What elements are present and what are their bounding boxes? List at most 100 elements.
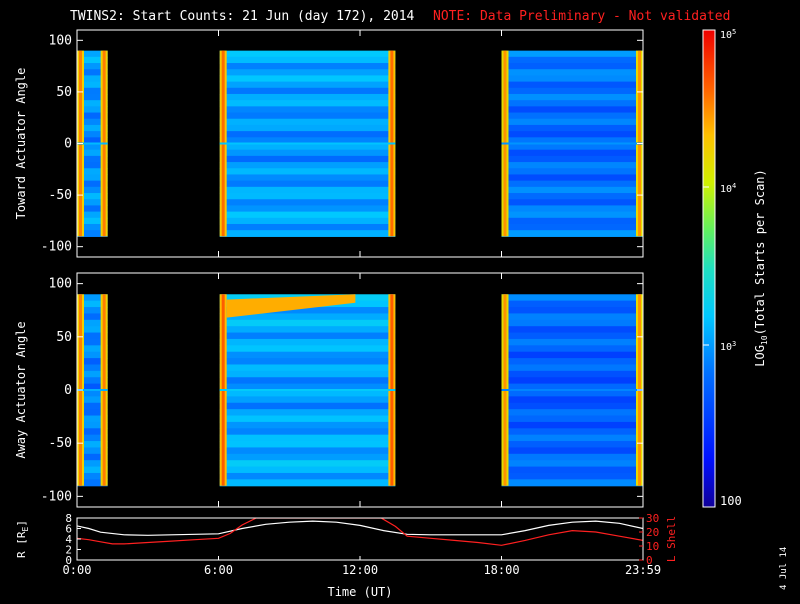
heatmap-cell <box>501 124 643 132</box>
heatmap-cell <box>501 69 643 76</box>
colorbar: 100 103 104 105 LOG10(Total Starts per S… <box>702 28 769 508</box>
y-tick-label: -50 <box>49 436 72 451</box>
heatmap-cell <box>501 460 643 468</box>
heatmap-cell <box>219 205 396 213</box>
heatmap-cell <box>219 124 396 132</box>
heatmap-cell <box>219 358 396 366</box>
heatmap-cell <box>219 199 396 207</box>
colorbar-tick-label: 104 <box>720 182 736 195</box>
heatmap-cell <box>77 307 108 315</box>
heatmap-cell <box>77 472 108 480</box>
heatmap-cell <box>219 106 396 114</box>
heatmap-cell <box>77 168 108 176</box>
heatmap-cell <box>501 193 643 200</box>
heatmap-cell <box>77 326 108 334</box>
y-tick-label: -100 <box>41 489 72 504</box>
heatmap-cell <box>77 69 108 76</box>
heatmap-cell <box>219 345 396 353</box>
heatmap-cell <box>77 174 108 182</box>
x-axis-label: Time (UT) <box>327 585 392 599</box>
colorbar-tick-label: 100 <box>720 494 742 508</box>
heatmap-cell <box>219 168 396 176</box>
y-axis-label: Toward Actuator Angle <box>14 68 28 220</box>
heatmap-cell <box>219 390 396 397</box>
x-tick-label: 6:00 <box>204 563 233 577</box>
heatmap-cell <box>219 319 396 327</box>
heatmap-cell <box>501 93 643 101</box>
heatmap-cell <box>501 137 643 145</box>
heatmap-cell <box>219 479 396 487</box>
heatmap-cell <box>219 377 396 385</box>
heatmap-cell <box>501 294 643 302</box>
heatmap-cell <box>77 230 108 237</box>
heatmap-cell <box>77 421 108 429</box>
heatmap-cell <box>501 168 643 176</box>
heatmap-cell <box>77 409 108 417</box>
heatmap-cell <box>501 100 643 107</box>
heatmap-cell <box>501 409 643 417</box>
y-axis-label: R [RE] <box>15 520 30 558</box>
heatmap-cell <box>501 358 643 366</box>
y-tick-label: 4 <box>65 533 72 546</box>
heatmap-cell <box>77 466 108 474</box>
y-tick-label: 8 <box>65 512 72 525</box>
heatmap-cell <box>219 332 396 340</box>
heatmap-cell <box>219 56 396 64</box>
heatmap-cell <box>77 143 108 151</box>
heatmap-cell <box>501 75 643 83</box>
heatmap-cell <box>501 402 643 410</box>
heatmap-cell <box>219 143 396 151</box>
heatmap-cell <box>77 479 108 487</box>
heatmap-cell <box>219 180 396 188</box>
heatmap-cell <box>77 383 108 391</box>
heatmap-cell <box>219 370 396 378</box>
heatmap-cell <box>77 149 108 157</box>
colorbar-tick-label: 105 <box>720 28 736 41</box>
heatmap-cell <box>501 180 643 188</box>
heatmap-cell <box>219 223 396 231</box>
heatmap-cell <box>501 112 643 120</box>
heatmap-cell <box>501 326 643 334</box>
heatmap-cell <box>501 447 643 455</box>
heatmap-cell <box>77 428 108 436</box>
heatmap-cell <box>501 143 643 151</box>
heatmap-cell <box>77 351 108 359</box>
heatmap-cell <box>219 81 396 89</box>
colorbar-label: LOG10(Total Starts per Scan) <box>753 169 769 367</box>
heatmap-cell <box>219 63 396 70</box>
heatmap-cell <box>501 307 643 315</box>
heatmap-cell <box>219 174 396 182</box>
heatmap-cell <box>77 118 108 126</box>
heatmap-cell <box>501 383 643 391</box>
heatmap-cell <box>219 364 396 372</box>
heatmap-cell <box>77 155 108 163</box>
heatmap-cell <box>219 75 396 83</box>
heatmap-cell <box>77 193 108 200</box>
heatmap-cell <box>501 338 643 346</box>
heatmap-cell <box>77 106 108 114</box>
heatmap-cell <box>501 211 643 219</box>
heatmap-cell <box>219 112 396 120</box>
l-shell-line <box>77 518 643 546</box>
data-interval <box>219 294 396 487</box>
heatmap-cell <box>219 137 396 145</box>
y-axis-label-text: R [R <box>15 531 28 558</box>
heatmap-cell <box>219 93 396 101</box>
heatmap-cell <box>77 63 108 70</box>
heatmap-cell <box>219 186 396 194</box>
heatmap-cell <box>77 56 108 64</box>
heatmap-cell <box>219 193 396 200</box>
heatmap-cells <box>77 50 643 237</box>
y-tick-label-right: 30 <box>646 512 659 525</box>
heatmap-cell <box>501 63 643 70</box>
data-interval <box>501 50 643 237</box>
heatmap-cell <box>501 162 643 169</box>
heatmap-cell <box>219 100 396 107</box>
heatmap-cell <box>501 364 643 372</box>
r-distance-line <box>77 520 643 536</box>
heatmap-cell <box>501 313 643 321</box>
heatmap-cell <box>501 390 643 397</box>
data-interval <box>219 50 396 237</box>
heatmap-cell <box>501 50 643 58</box>
